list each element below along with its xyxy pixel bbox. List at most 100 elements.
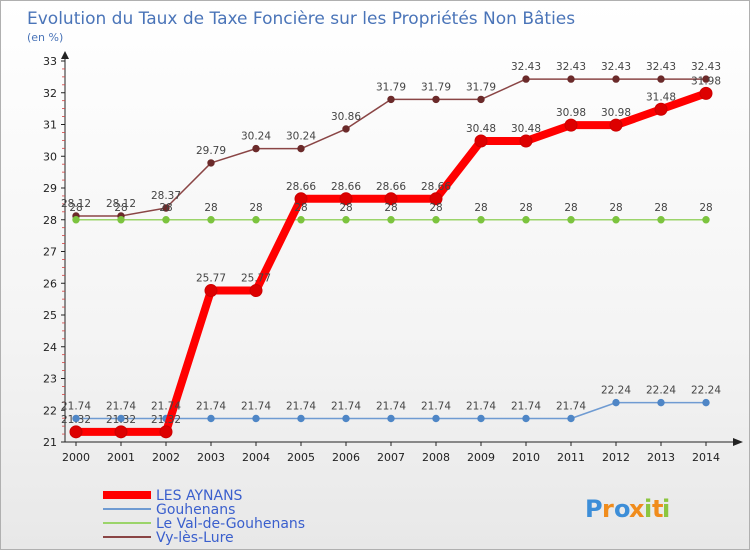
data-point (432, 414, 440, 423)
data-label: 25.77 (196, 273, 226, 285)
y-tick-label: 23 (43, 373, 57, 386)
data-label: 21.32 (151, 414, 181, 426)
data-point (477, 95, 485, 104)
data-label: 28 (69, 202, 82, 214)
data-point (477, 414, 485, 423)
data-point (567, 414, 575, 423)
data-point (252, 216, 260, 224)
legend-label: LES AYNANS (156, 488, 243, 504)
x-tick-label: 2012 (602, 451, 630, 464)
series-line (72, 89, 710, 436)
data-label: 21.74 (376, 401, 406, 413)
data-label: 22.24 (646, 385, 676, 397)
data-label: 32.43 (556, 61, 586, 73)
logo-letter: i (662, 495, 670, 523)
data-point (249, 284, 263, 298)
data-label: 28 (114, 202, 127, 214)
series-les-aynans (69, 86, 713, 439)
data-label: 21.74 (241, 401, 271, 413)
data-label: 28 (294, 202, 307, 214)
legend-item: Vy-lès-Lure (103, 530, 234, 546)
data-point (474, 134, 488, 148)
data-point (72, 414, 80, 423)
data-point (612, 398, 620, 407)
data-label: 32.43 (601, 61, 631, 73)
legend-item: Le Val-de-Gouhenans (103, 516, 305, 532)
data-point (612, 75, 620, 83)
y-tick-label: 24 (43, 341, 57, 354)
data-label: 28 (249, 202, 262, 214)
x-tick-label: 2011 (557, 451, 585, 464)
data-label: 28.12 (61, 198, 91, 210)
data-point (567, 216, 575, 224)
data-label: 30.98 (601, 107, 631, 119)
data-point (387, 95, 395, 104)
data-point (522, 216, 530, 224)
data-point (207, 159, 215, 167)
data-point (567, 75, 575, 83)
data-point (564, 118, 578, 132)
data-label: 28 (429, 202, 442, 214)
y-tick-label: 28 (43, 214, 57, 227)
data-point (432, 95, 440, 104)
data-label: 21.74 (61, 401, 91, 413)
chart-title: Evolution du Taux de Taxe Foncière sur l… (27, 9, 575, 29)
data-label: 21.74 (556, 401, 586, 413)
y-tick-label: 26 (43, 277, 57, 290)
data-label: 32.43 (646, 61, 676, 73)
logo-letter: x (629, 495, 645, 523)
data-point (117, 216, 125, 224)
x-tick-label: 2000 (62, 451, 90, 464)
data-point (702, 75, 710, 83)
logo-letter: i (644, 495, 652, 523)
axes: 21 22 23 24 25 26 27 28 29 30 31 32 33 2000 2001 2002 20… (43, 51, 743, 464)
data-point (657, 75, 665, 83)
data-label: 21.32 (61, 414, 91, 426)
series-vy-l-s-lure (72, 75, 710, 220)
y-tick-label: 21 (43, 436, 57, 449)
legend-label: Le Val-de-Gouhenans (156, 516, 305, 532)
data-point (339, 192, 353, 206)
data-label: 21.74 (106, 401, 136, 413)
legend-item: LES AYNANS (103, 488, 243, 504)
data-label: 32.43 (511, 61, 541, 73)
data-label: 21.74 (331, 401, 361, 413)
y-tick-label: 25 (43, 309, 57, 322)
data-label: 28.66 (286, 181, 316, 193)
data-point (522, 414, 530, 423)
x-tick-label: 2002 (152, 451, 180, 464)
data-point (207, 414, 215, 423)
x-tick-label: 2013 (647, 451, 675, 464)
x-tick-label: 2004 (242, 451, 270, 464)
y-tick-label: 32 (43, 87, 57, 100)
data-label: 32.43 (691, 61, 721, 73)
data-label: 28 (339, 202, 352, 214)
data-point (114, 425, 128, 439)
data-label: 21.74 (286, 401, 316, 413)
data-point (702, 216, 710, 224)
data-label: 28 (519, 202, 532, 214)
x-tick-label: 2007 (377, 451, 405, 464)
data-point (297, 144, 305, 153)
data-point (657, 216, 665, 224)
data-label: 31.48 (646, 91, 676, 103)
data-label: 30.48 (466, 123, 496, 135)
data-point (294, 192, 308, 206)
data-label: 21.74 (151, 401, 181, 413)
series-gouhenans (72, 398, 710, 423)
data-point (297, 414, 305, 423)
data-point (204, 284, 218, 298)
x-tick-label: 2010 (512, 451, 540, 464)
data-labels: 21.32 21.32 21.32 25.77 25.77 28.66 28.66 28.66… (61, 61, 721, 426)
data-point (69, 425, 83, 439)
chart-subtitle: (en %) (27, 31, 63, 44)
data-point (654, 102, 668, 116)
data-label: 28.12 (106, 198, 136, 210)
data-label: 28 (609, 202, 622, 214)
data-point (609, 118, 623, 132)
y-tick-label: 33 (43, 55, 57, 68)
